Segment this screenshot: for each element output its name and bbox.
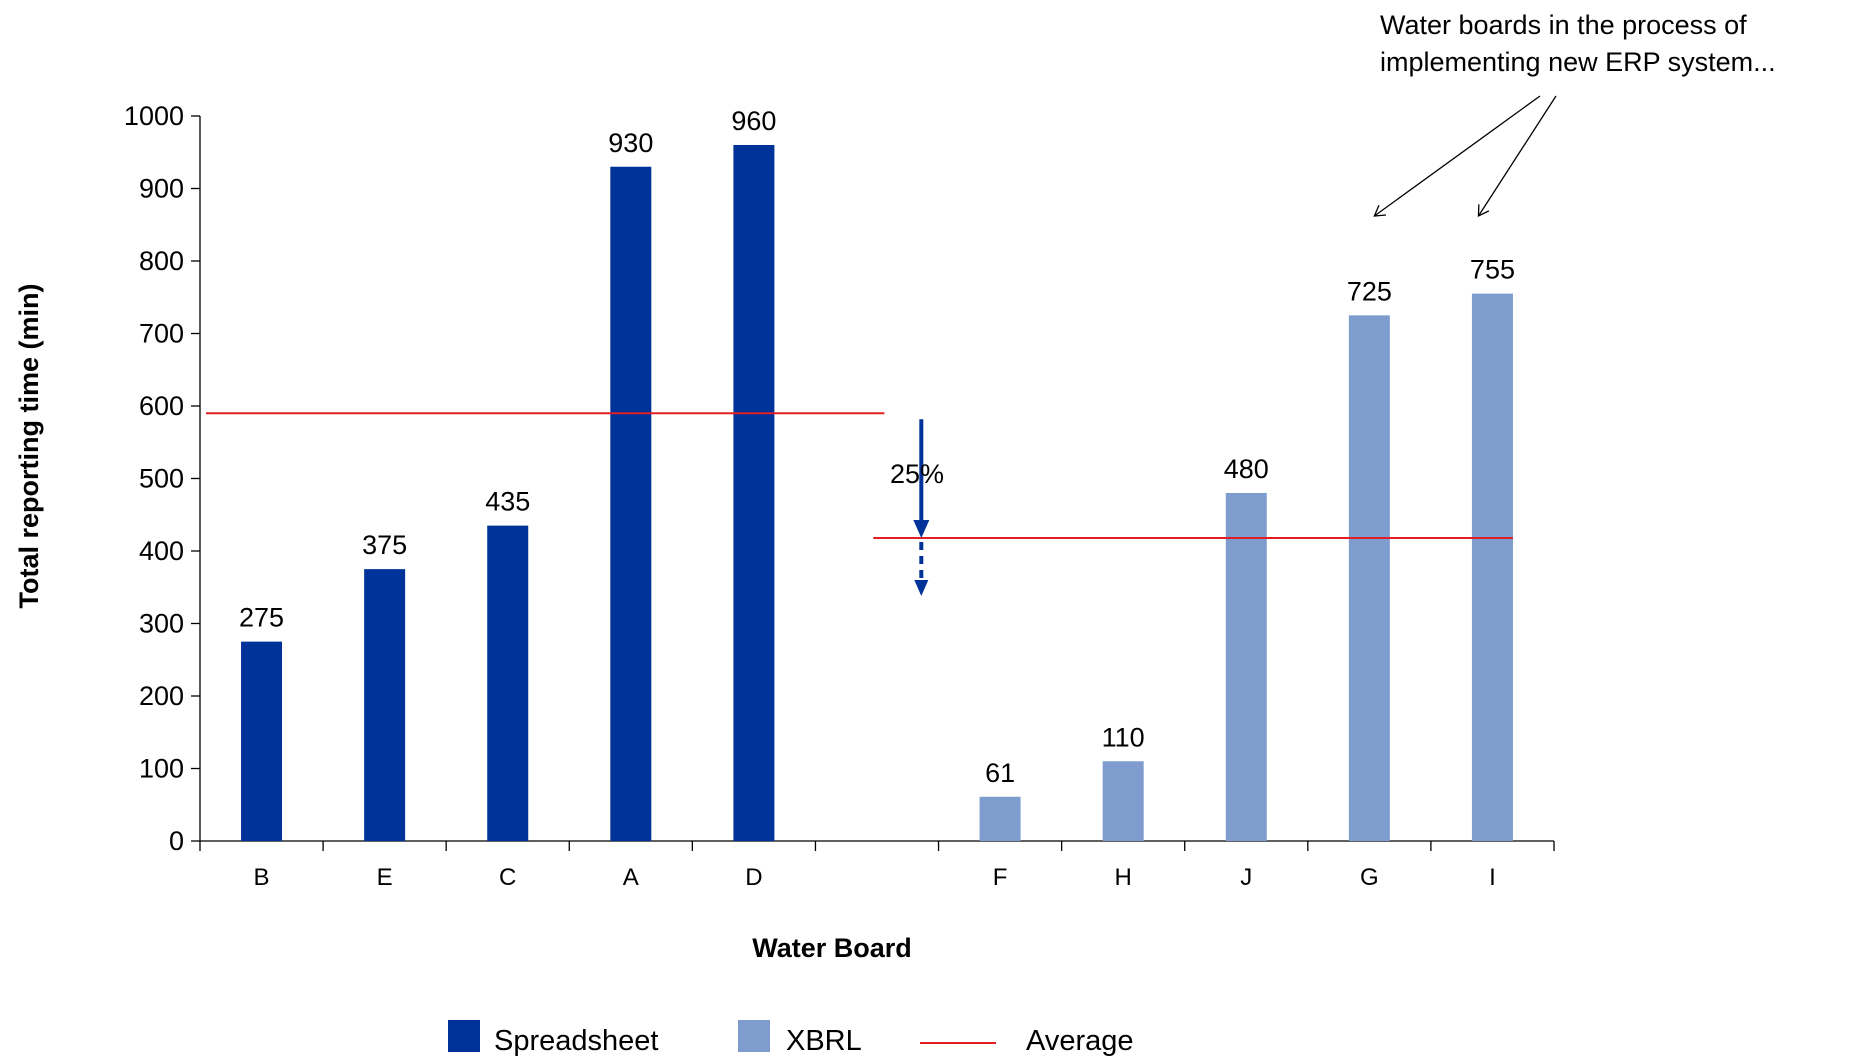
x-tick-label: I	[1489, 864, 1496, 891]
legend-label-spreadsheet: Spreadsheet	[494, 1025, 658, 1056]
y-tick-label: 300	[139, 609, 184, 639]
bar-value-label: 110	[1102, 722, 1145, 752]
callout-text-line2: implementing new ERP system...	[1380, 47, 1776, 77]
bar-value-label: 375	[362, 530, 407, 560]
bar-xbrl	[979, 796, 1021, 841]
legend-label-average: Average	[1026, 1025, 1134, 1056]
callout-arrow	[1373, 95, 1541, 217]
x-tick-label: F	[993, 864, 1008, 891]
bar-value-label: 960	[731, 106, 776, 136]
y-tick-label: 400	[139, 536, 184, 566]
x-tick-label: G	[1360, 864, 1379, 891]
bar-value-label: 725	[1347, 276, 1392, 306]
bar-xbrl	[1225, 493, 1267, 841]
reduction-arrow-head	[913, 519, 930, 538]
legend-swatch-xbrl	[738, 1020, 770, 1052]
y-tick-label: 900	[139, 174, 184, 204]
y-tick-label: 100	[139, 754, 184, 784]
y-tick-label: 500	[139, 464, 184, 494]
bar-value-label: 275	[239, 603, 284, 633]
bar-value-label: 435	[485, 487, 530, 517]
x-tick-label: H	[1115, 864, 1132, 891]
bar-xbrl	[1471, 293, 1513, 841]
x-tick-label: D	[745, 864, 762, 891]
x-tick-label: E	[377, 864, 393, 891]
x-tick-label: A	[623, 864, 639, 891]
y-tick-label: 1000	[124, 101, 184, 131]
y-tick-label: 700	[139, 319, 184, 349]
legend-swatch-spreadsheet	[448, 1020, 480, 1052]
y-tick-label: 0	[169, 826, 184, 856]
bar-xbrl	[1348, 315, 1390, 841]
x-tick-label: J	[1240, 864, 1252, 891]
x-tick-label: C	[499, 864, 516, 891]
average-lines	[206, 412, 1513, 539]
bar-value-label: 755	[1470, 255, 1515, 285]
value-labels: 275 375 435 930 960 61 110 480 725 755	[239, 106, 1515, 788]
reduction-arrow-dashed-head	[914, 579, 929, 596]
x-tick-label: B	[254, 864, 270, 891]
bar-spreadsheet	[241, 641, 283, 841]
bar-spreadsheet	[364, 569, 406, 841]
bars	[241, 145, 1513, 841]
bar-value-label: 61	[985, 758, 1015, 788]
callout-arrows	[1373, 95, 1557, 218]
bar-value-label: 480	[1224, 454, 1269, 484]
y-axis-title: Total reporting time (min)	[14, 284, 44, 609]
y-tick-label: 800	[139, 246, 184, 276]
bar-spreadsheet	[487, 525, 529, 841]
bar-spreadsheet	[610, 166, 652, 841]
reduction-label: 25%	[890, 459, 944, 489]
bar-spreadsheet	[733, 145, 775, 841]
y-tick-label: 600	[139, 391, 184, 421]
callout-arrow	[1477, 95, 1557, 218]
legend: Spreadsheet XBRL Average	[448, 1020, 1134, 1056]
bar-xbrl	[1102, 761, 1144, 841]
reduction-arrow	[913, 419, 930, 596]
legend-label-xbrl: XBRL	[786, 1025, 862, 1056]
y-axis: 0 100 200 300 400 500 600 700 800 900 1000	[124, 101, 201, 856]
bar-value-label: 930	[608, 128, 653, 158]
y-tick-label: 200	[139, 681, 184, 711]
x-axis-title: Water Board	[752, 933, 912, 963]
callout-text-line1: Water boards in the process of	[1380, 10, 1747, 40]
